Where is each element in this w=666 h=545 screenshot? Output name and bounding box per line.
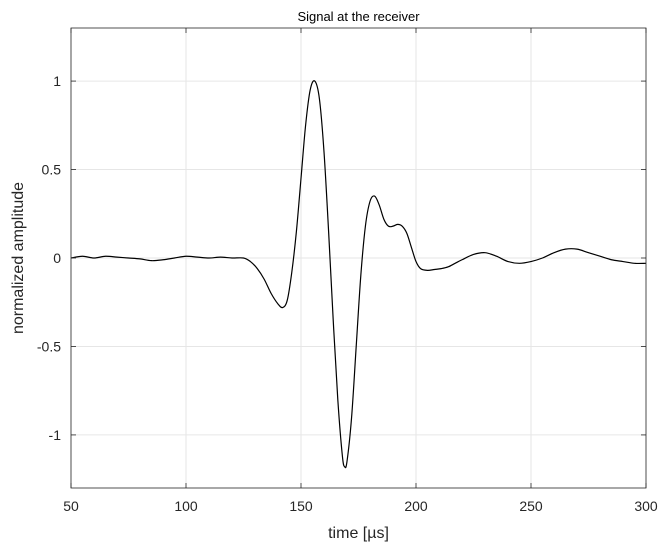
tick-labels: 50 100 150 200 250 300 -1 -0.5 0 0.5 1 xyxy=(37,73,658,514)
chart-title: Signal at the receiver xyxy=(297,9,420,24)
y-tick-label: -1 xyxy=(49,427,62,443)
axis-ticks xyxy=(70,28,647,488)
y-tick-label: 0.5 xyxy=(42,162,62,178)
y-axis-label: normalized amplitude xyxy=(10,182,27,334)
x-tick-label: 100 xyxy=(174,498,198,514)
x-tick-label: 300 xyxy=(634,498,658,514)
x-axis-label: time [µs] xyxy=(328,525,389,542)
signal-line xyxy=(70,80,647,469)
y-tick-label: -0.5 xyxy=(37,338,61,354)
x-tick-label: 250 xyxy=(519,498,543,514)
x-tick-label: 50 xyxy=(63,498,79,514)
x-tick-label: 200 xyxy=(404,498,428,514)
y-tick-label: 1 xyxy=(53,73,61,89)
y-tick-label: 0 xyxy=(53,250,61,266)
x-tick-label: 150 xyxy=(289,498,313,514)
